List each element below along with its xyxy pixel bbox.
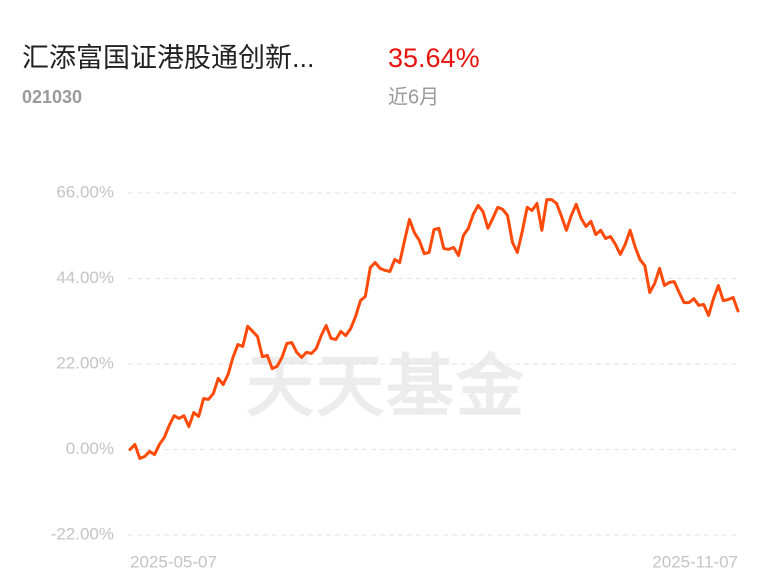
x-tick-label: 2025-11-07 bbox=[652, 552, 738, 571]
y-tick-label: 66.00% bbox=[56, 182, 114, 201]
fund-code: 021030 bbox=[22, 87, 82, 107]
y-tick-label: 44.00% bbox=[56, 268, 114, 287]
y-tick-label: 22.00% bbox=[56, 353, 114, 372]
x-tick-label: 2025-05-07 bbox=[130, 552, 217, 571]
fund-return: 35.64% bbox=[388, 43, 480, 73]
return-period: 近6月 bbox=[388, 85, 439, 108]
data-line bbox=[128, 198, 740, 460]
y-tick-label: -22.00% bbox=[51, 524, 114, 543]
watermark: 天天基金 bbox=[246, 349, 526, 425]
y-tick-label: 0.00% bbox=[66, 439, 114, 458]
fund-title: 汇添富国证港股通创新... bbox=[22, 43, 315, 73]
